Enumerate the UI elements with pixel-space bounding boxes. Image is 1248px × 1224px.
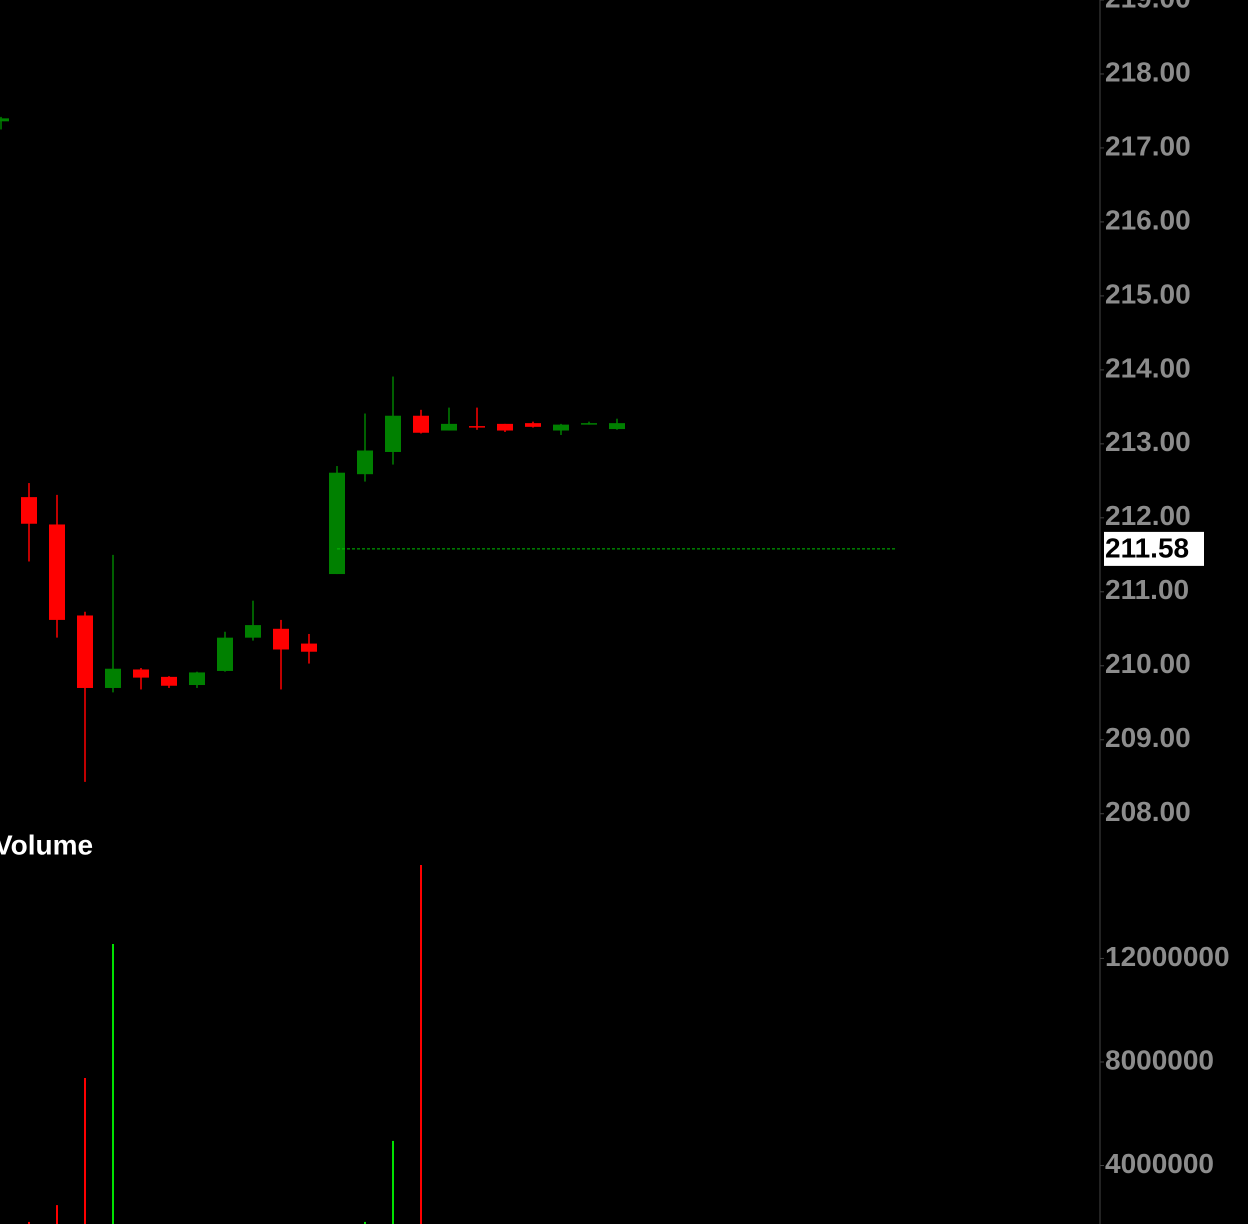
candle-body (105, 668, 121, 688)
y-tick-label: 210.00 (1105, 648, 1191, 679)
volume-tick-label: 8000000 (1105, 1044, 1214, 1075)
candle-body (385, 415, 401, 452)
candle-body (161, 676, 177, 686)
y-tick-label: 219.00 (1105, 0, 1191, 13)
candle-body (301, 643, 317, 652)
last-price-box (1104, 531, 1204, 566)
candle-body (525, 423, 541, 427)
candle-body (609, 423, 625, 430)
candle-body (553, 424, 569, 431)
volume-tick-label: 4000000 (1105, 1148, 1214, 1179)
candle-body (21, 497, 37, 524)
candle-body (581, 423, 597, 425)
candle-body (245, 625, 261, 638)
candle-body (329, 472, 345, 575)
y-tick-label: 216.00 (1105, 204, 1191, 235)
volume-title: Volume (0, 829, 93, 860)
candle-body (0, 118, 9, 122)
candle-body (357, 450, 373, 475)
candle-body (273, 628, 289, 650)
candle-body (189, 672, 205, 686)
y-tick-label: 218.00 (1105, 56, 1191, 87)
candle-body (497, 423, 513, 431)
y-tick-label: 212.00 (1105, 500, 1191, 531)
y-tick-label: 208.00 (1105, 796, 1191, 827)
candle-body (133, 669, 149, 678)
candle-body (217, 637, 233, 671)
candle-body (441, 423, 457, 431)
candle-body (413, 415, 429, 433)
volume-tick-label: 12000000 (1105, 941, 1230, 972)
last-price-label: 211.58 (1105, 532, 1189, 563)
y-tick-label: 217.00 (1105, 130, 1191, 161)
candle-body (469, 426, 485, 428)
candle-body (77, 615, 93, 688)
y-tick-label: 209.00 (1105, 722, 1191, 753)
y-tick-label: 213.00 (1105, 426, 1191, 457)
y-tick-label: 215.00 (1105, 278, 1191, 309)
y-tick-label: 211.00 (1105, 574, 1189, 605)
y-tick-label: 214.00 (1105, 352, 1191, 383)
candle-body (49, 524, 65, 620)
